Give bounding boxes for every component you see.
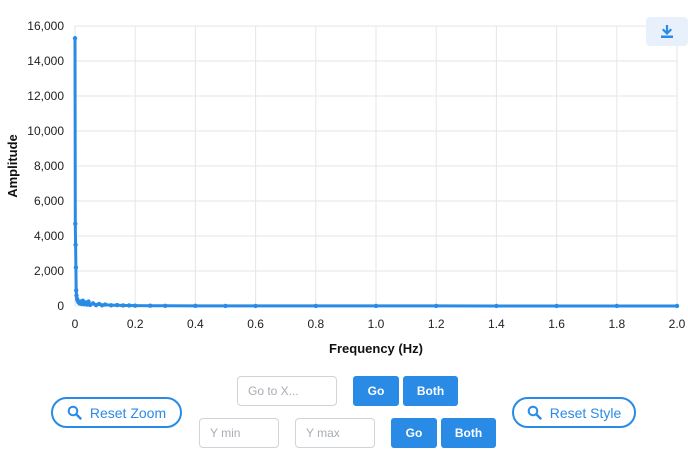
x-tick-label: 0.2 xyxy=(127,317,144,331)
data-point xyxy=(74,288,79,293)
y-tick-label: 8,000 xyxy=(34,159,64,173)
chart-series xyxy=(72,36,680,309)
search-icon xyxy=(67,405,82,420)
goto-x-input[interactable] xyxy=(237,376,337,406)
data-point xyxy=(74,293,79,298)
y-tick-label: 0 xyxy=(57,299,64,313)
x-tick-label: 0.8 xyxy=(307,317,324,331)
search-icon xyxy=(527,405,542,420)
axis-ticks: 0 0.2 0.4 0.6 0.8 1.0 1.2 1.4 1.6 1.8 2.0 0 2,000 4,0… xyxy=(27,19,685,331)
x-tick-label: 1.0 xyxy=(368,317,385,331)
data-point xyxy=(73,265,79,270)
data-point xyxy=(223,303,228,309)
data-point xyxy=(434,303,439,309)
reset-zoom-label: Reset Zoom xyxy=(89,404,167,421)
go-x-button[interactable]: Go xyxy=(353,376,399,406)
x-tick-label: 1.8 xyxy=(608,317,625,331)
x-tick-label: 0.4 xyxy=(187,317,204,331)
data-point xyxy=(126,303,132,308)
amplitude-chart: 0 0.2 0.4 0.6 0.8 1.0 1.2 1.4 1.6 1.8 2.0 0 2,000 4,0… xyxy=(5,19,686,356)
data-point xyxy=(554,303,559,309)
data-point xyxy=(73,242,78,247)
data-point xyxy=(102,302,108,307)
reset-style-label: Reset Style xyxy=(549,404,622,421)
data-point xyxy=(86,299,91,304)
x-tick-label: 1.6 xyxy=(548,317,565,331)
both-y-button[interactable]: Both xyxy=(441,418,496,448)
x-tick-label: 0.6 xyxy=(247,317,264,331)
data-point xyxy=(193,303,198,309)
data-point xyxy=(120,303,126,308)
x-tick-label: 1.2 xyxy=(428,317,445,331)
data-point xyxy=(72,36,78,41)
x-tick-label: 2.0 xyxy=(669,317,686,331)
data-point xyxy=(253,303,258,309)
download-button[interactable] xyxy=(646,17,688,46)
y-tick-label: 16,000 xyxy=(27,19,64,33)
both-x-button[interactable]: Both xyxy=(403,376,458,406)
data-point xyxy=(674,303,680,309)
y-tick-label: 6,000 xyxy=(34,194,64,208)
chart-grid xyxy=(74,25,678,307)
y-min-input[interactable] xyxy=(199,418,279,448)
reset-style-button[interactable]: Reset Style xyxy=(512,397,636,428)
data-point xyxy=(108,303,114,308)
y-axis-title: Amplitude xyxy=(5,134,20,198)
y-tick-label: 2,000 xyxy=(34,264,64,278)
data-point xyxy=(114,302,120,308)
data-point xyxy=(73,221,78,226)
y-tick-label: 10,000 xyxy=(27,124,64,138)
download-icon xyxy=(661,24,673,38)
data-point xyxy=(148,303,153,308)
go-y-button[interactable]: Go xyxy=(391,418,437,448)
y-tick-label: 12,000 xyxy=(27,89,64,103)
data-point xyxy=(494,303,499,309)
y-max-input[interactable] xyxy=(295,418,375,448)
data-point xyxy=(313,303,318,309)
data-point xyxy=(614,303,619,309)
reset-zoom-button[interactable]: Reset Zoom xyxy=(51,397,182,428)
data-point xyxy=(133,303,138,308)
y-tick-label: 14,000 xyxy=(27,54,64,68)
data-point xyxy=(163,303,168,309)
x-axis-title: Frequency (Hz) xyxy=(329,341,423,356)
x-tick-label: 1.4 xyxy=(488,317,505,331)
x-tick-label: 0 xyxy=(72,317,79,331)
data-point xyxy=(373,303,379,309)
y-tick-label: 4,000 xyxy=(34,229,64,243)
